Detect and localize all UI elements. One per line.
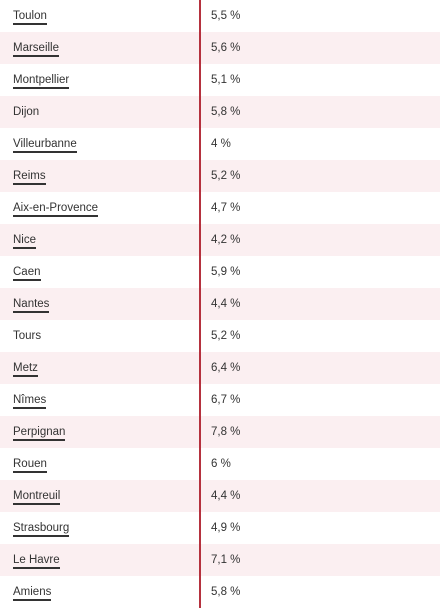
rate-value: 4,4 % [211, 490, 241, 502]
city-cell: Strasbourg [0, 512, 201, 544]
city-cell: Nice [0, 224, 201, 256]
rate-value: 4,7 % [211, 202, 241, 214]
city-cell: Toulon [0, 0, 201, 32]
city-cell: Reims [0, 160, 201, 192]
rate-value: 5,8 % [211, 586, 241, 598]
rate-value: 5,2 % [211, 330, 241, 342]
table-row: Le Havre 7,1 % [0, 544, 440, 576]
rate-value: 5,5 % [211, 10, 241, 22]
rate-value: 5,2 % [211, 170, 241, 182]
table-row: Perpignan 7,8 % [0, 416, 440, 448]
table-row: Toulon 5,5 % [0, 0, 440, 32]
rate-value: 5,9 % [211, 266, 241, 278]
city-cell: Rouen [0, 448, 201, 480]
table-row: Montpellier 5,1 % [0, 64, 440, 96]
city-cell: Perpignan [0, 416, 201, 448]
rate-value: 5,1 % [211, 74, 241, 86]
city-link-aix-en-provence[interactable]: Aix-en-Provence [13, 201, 99, 217]
city-link-nimes[interactable]: Nîmes [13, 393, 47, 409]
rate-value: 4,4 % [211, 298, 241, 310]
city-cell: Aix-en-Provence [0, 192, 201, 224]
city-link-le-havre[interactable]: Le Havre [13, 553, 60, 569]
city-link-villeurbanne[interactable]: Villeurbanne [13, 137, 77, 153]
city-cell: Nîmes [0, 384, 201, 416]
city-cell: Le Havre [0, 544, 201, 576]
table-row: Tours 5,2 % [0, 320, 440, 352]
city-cell: Nantes [0, 288, 201, 320]
city-link-amiens[interactable]: Amiens [13, 585, 52, 601]
city-link-nice[interactable]: Nice [13, 233, 37, 249]
city-label-tours: Tours [13, 330, 42, 342]
city-link-reims[interactable]: Reims [13, 169, 46, 185]
rate-value: 6 % [211, 458, 231, 470]
table-row: Caen 5,9 % [0, 256, 440, 288]
city-cell: Dijon [0, 96, 201, 128]
rate-value: 5,8 % [211, 106, 241, 118]
city-link-caen[interactable]: Caen [13, 265, 41, 281]
city-link-nantes[interactable]: Nantes [13, 297, 50, 313]
city-cell: Montpellier [0, 64, 201, 96]
city-cell: Caen [0, 256, 201, 288]
city-link-perpignan[interactable]: Perpignan [13, 425, 66, 441]
rate-value: 7,1 % [211, 554, 241, 566]
table-row: Rouen 6 % [0, 448, 440, 480]
city-link-montreuil[interactable]: Montreuil [13, 489, 61, 505]
table-row: Nîmes 6,7 % [0, 384, 440, 416]
rate-value: 5,6 % [211, 42, 241, 54]
table-row: Dijon 5,8 % [0, 96, 440, 128]
table-row: Amiens 5,8 % [0, 576, 440, 608]
table-row: Marseille 5,6 % [0, 32, 440, 64]
city-cell: Amiens [0, 576, 201, 608]
table-row: Aix-en-Provence 4,7 % [0, 192, 440, 224]
city-link-toulon[interactable]: Toulon [13, 9, 47, 25]
city-label-dijon: Dijon [13, 106, 40, 118]
city-cell: Montreuil [0, 480, 201, 512]
city-cell: Marseille [0, 32, 201, 64]
city-cell: Metz [0, 352, 201, 384]
rate-value: 6,4 % [211, 362, 241, 374]
city-link-strasbourg[interactable]: Strasbourg [13, 521, 70, 537]
rate-value: 4 % [211, 138, 231, 150]
city-link-metz[interactable]: Metz [13, 361, 38, 377]
table-row: Nantes 4,4 % [0, 288, 440, 320]
table-row: Metz 6,4 % [0, 352, 440, 384]
rate-value: 4,9 % [211, 522, 241, 534]
table-row: Montreuil 4,4 % [0, 480, 440, 512]
city-cell: Tours [0, 320, 201, 352]
table-row: Nice 4,2 % [0, 224, 440, 256]
city-link-marseille[interactable]: Marseille [13, 41, 60, 57]
table-row: Villeurbanne 4 % [0, 128, 440, 160]
rate-value: 7,8 % [211, 426, 241, 438]
rate-value: 4,2 % [211, 234, 241, 246]
rate-value: 6,7 % [211, 394, 241, 406]
table-row: Reims 5,2 % [0, 160, 440, 192]
city-link-rouen[interactable]: Rouen [13, 457, 47, 473]
city-cell: Villeurbanne [0, 128, 201, 160]
city-link-montpellier[interactable]: Montpellier [13, 73, 70, 89]
table-row: Strasbourg 4,9 % [0, 512, 440, 544]
